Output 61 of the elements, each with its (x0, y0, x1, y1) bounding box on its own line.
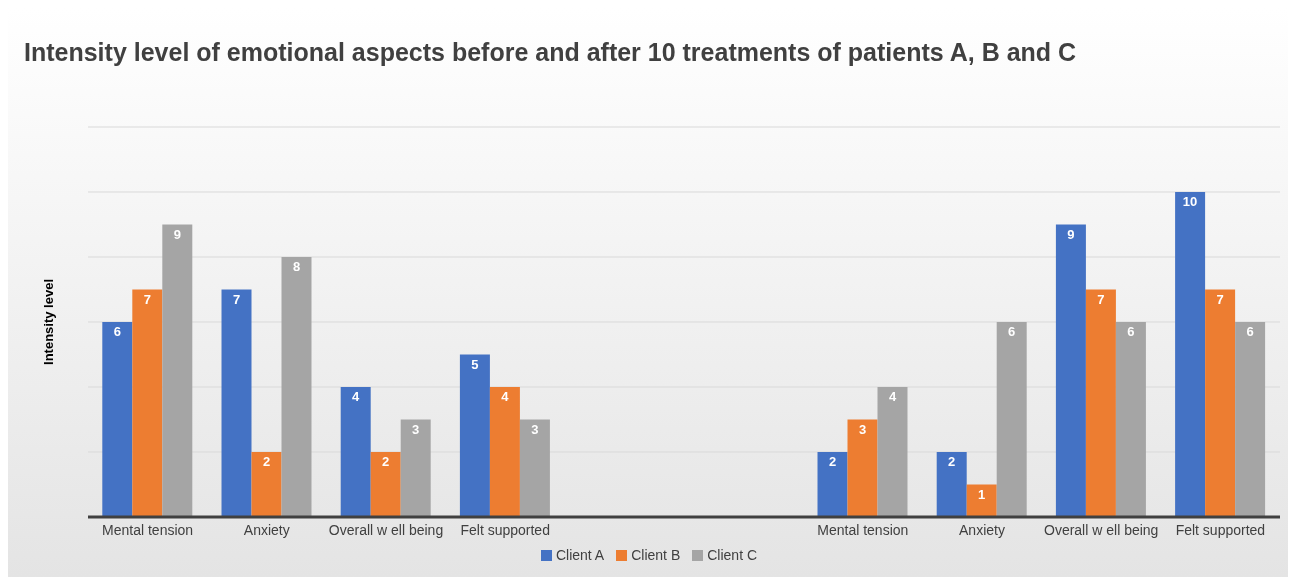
bar (519, 419, 550, 517)
data-label: 8 (292, 259, 301, 275)
y-axis-title: Intensity level (40, 279, 56, 365)
x-tick-label: Felt supported (460, 521, 550, 538)
bar (1205, 289, 1236, 517)
bar (817, 452, 848, 517)
data-label: 6 (1008, 324, 1016, 340)
x-tick-label: Mental tension (102, 521, 194, 538)
bar (459, 354, 490, 517)
bar (251, 452, 282, 517)
bar (370, 452, 401, 517)
legend-label: Client A (555, 547, 605, 563)
bar (936, 452, 967, 517)
bar (102, 322, 133, 517)
x-tick-label: Overall w ell being (328, 521, 444, 538)
bar (340, 387, 371, 517)
data-label: 4 (888, 389, 897, 405)
data-label: 10 (1182, 194, 1198, 210)
data-label: 7 (232, 291, 241, 307)
legend-label: Client C (707, 547, 758, 563)
bar (1085, 289, 1116, 517)
bar (966, 484, 997, 517)
data-label: 4 (501, 389, 510, 405)
data-label: 2 (828, 454, 837, 470)
bar (847, 419, 878, 517)
data-label: 5 (471, 356, 479, 372)
chart-title: Intensity level of emotional aspects before and after 10 treatments of patients A, B and C (23, 37, 1078, 67)
bar (1115, 322, 1146, 517)
bar (489, 387, 520, 517)
data-label: 9 (173, 226, 181, 242)
data-label: 1 (978, 486, 986, 502)
bar (1055, 224, 1086, 517)
data-label: 2 (262, 454, 271, 470)
x-tick-label: Overall w ell being (1044, 521, 1159, 538)
data-label: 2 (948, 454, 956, 470)
x-tick-label: Anxiety (959, 521, 1005, 538)
bar (221, 289, 252, 517)
bar (1175, 192, 1206, 517)
data-label: 9 (1067, 226, 1075, 242)
bar (1235, 322, 1266, 517)
bar (132, 289, 163, 517)
x-tick-label: Felt supported (1175, 521, 1266, 538)
data-label: 6 (1246, 324, 1254, 340)
data-label: 6 (1127, 324, 1135, 340)
data-label: 3 (531, 421, 539, 437)
bar (162, 224, 193, 517)
data-label: 2 (382, 454, 390, 470)
data-label: 7 (1097, 291, 1105, 307)
bar (281, 257, 312, 517)
x-tick-label: Anxiety (243, 521, 290, 538)
data-label: 6 (113, 324, 121, 340)
x-tick-label: Mental tension (817, 521, 909, 538)
data-label: 4 (352, 389, 361, 405)
bar (996, 322, 1027, 517)
data-label: 3 (412, 421, 420, 437)
data-label: 3 (858, 421, 867, 437)
bar (877, 387, 908, 517)
legend-label: Client B (631, 547, 681, 563)
data-label: 7 (143, 291, 151, 307)
data-label: 7 (1216, 291, 1224, 307)
bar (400, 419, 431, 517)
